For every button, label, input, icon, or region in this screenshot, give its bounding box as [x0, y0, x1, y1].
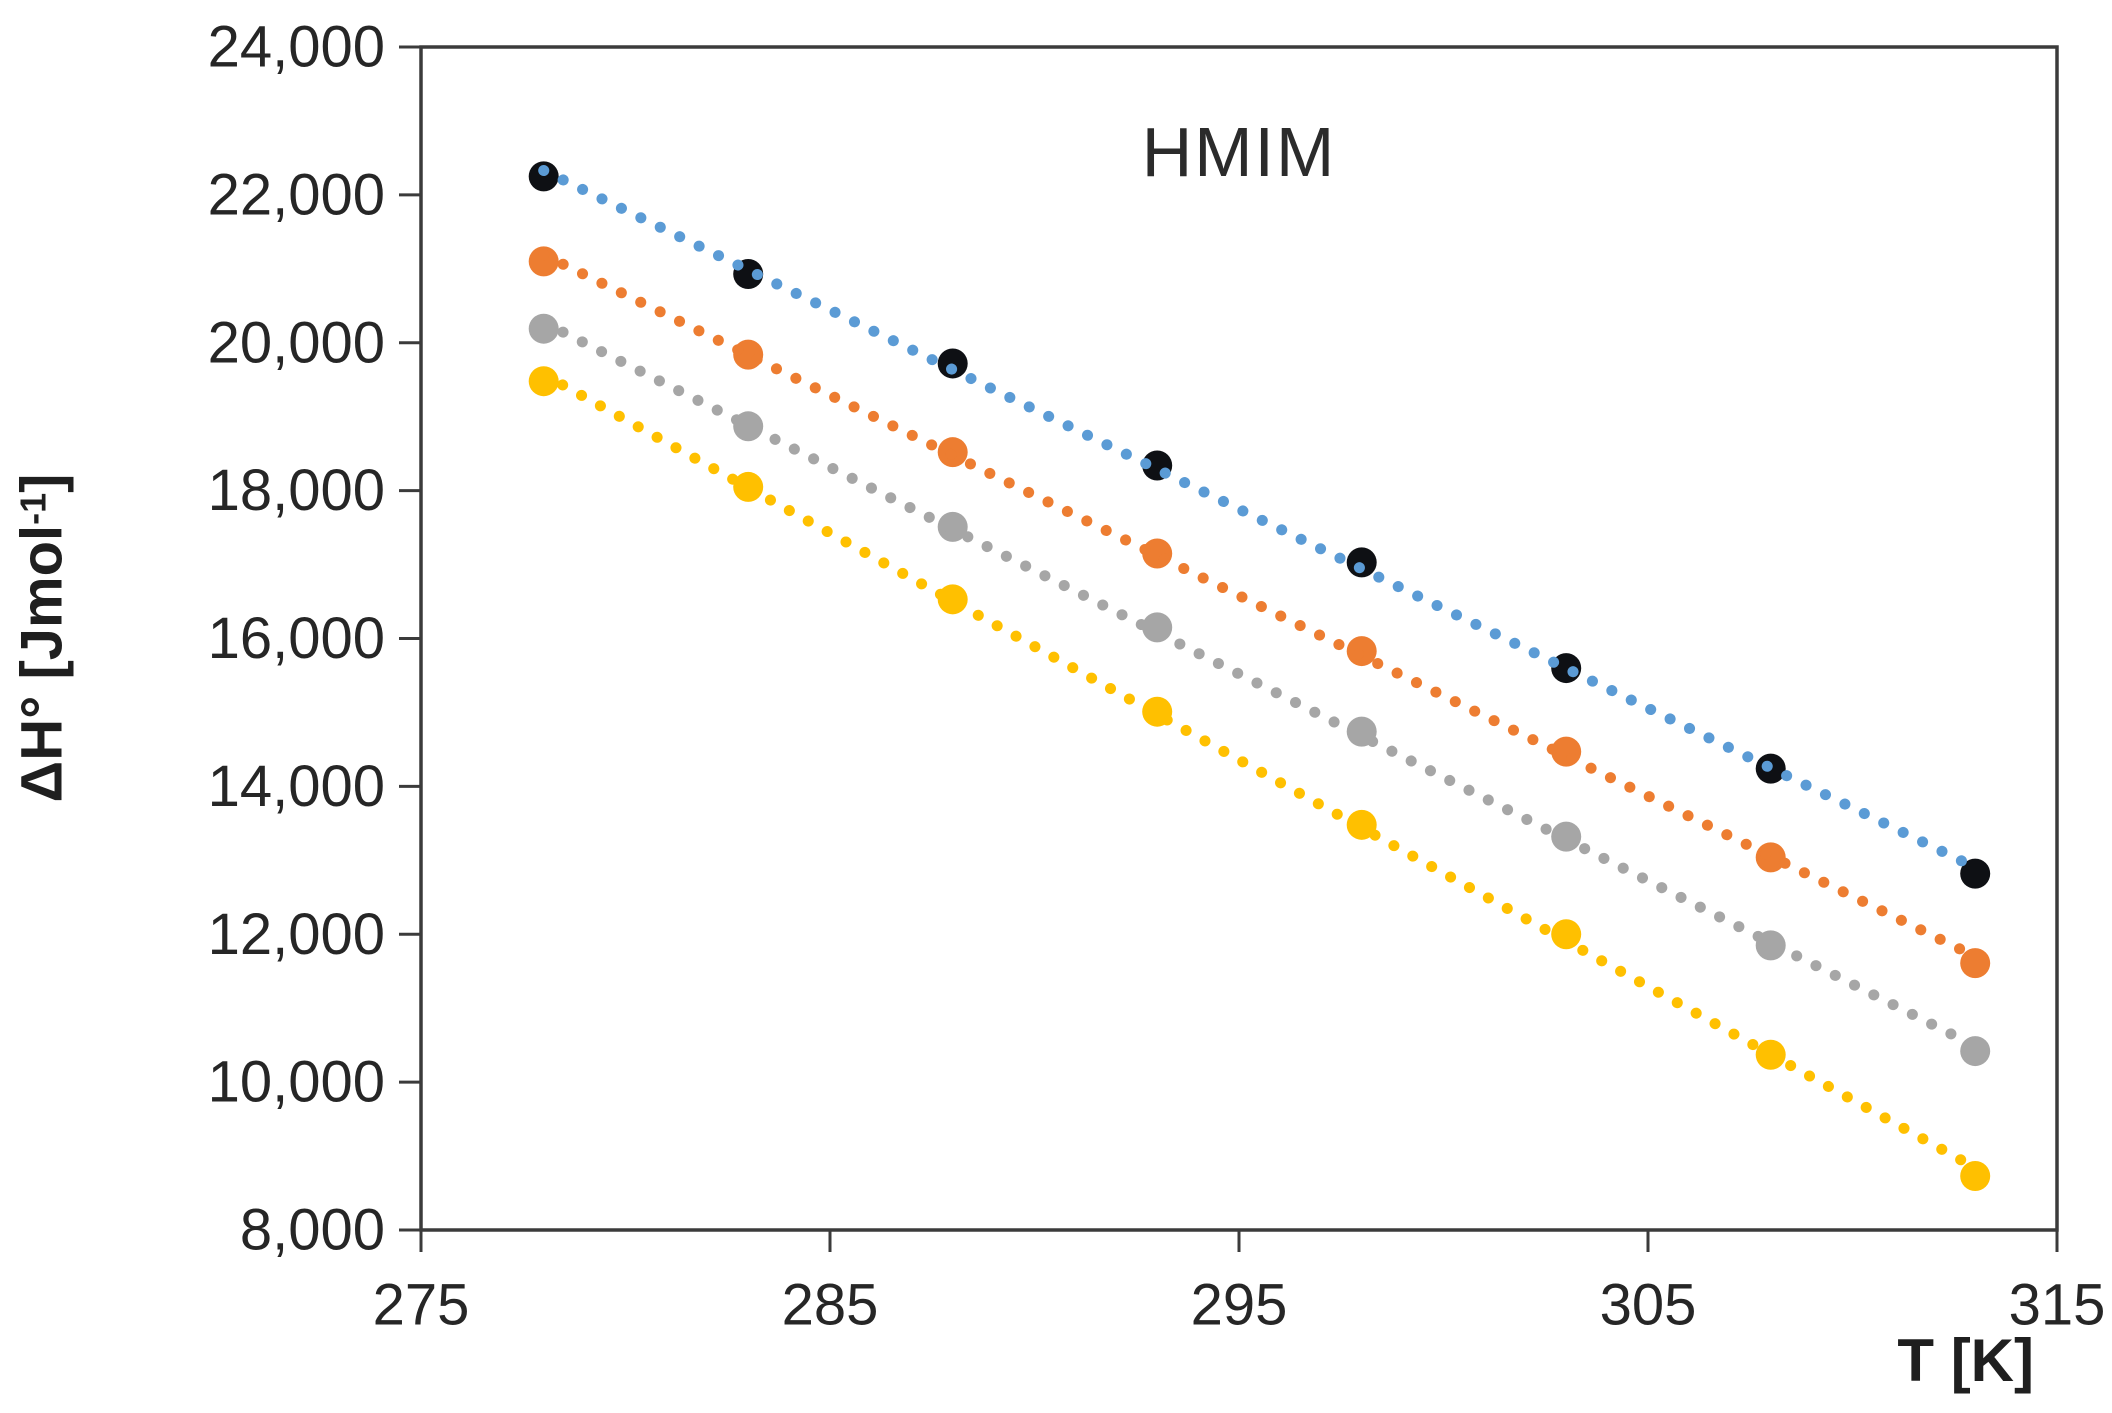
- y-axis-title: ΔH° [Jmol-1]: [9, 474, 76, 803]
- y-axis-title-bracket: ]: [9, 473, 75, 493]
- x-tick-label: 285: [782, 1273, 879, 1338]
- series-yellow-point: [1960, 1161, 1991, 1192]
- series-orange-point: [528, 246, 559, 277]
- series-black-point: [1346, 547, 1377, 578]
- x-tick-label: 305: [1600, 1273, 1697, 1338]
- plot-border: [419, 45, 2059, 1232]
- series-gray-point: [1960, 1036, 1991, 1067]
- x-tick-label: 295: [1191, 1273, 1288, 1338]
- series-yellow-point: [528, 366, 559, 397]
- x-tick-label: 315: [2009, 1273, 2106, 1338]
- series-orange-trendline: [538, 249, 1981, 962]
- series-orange-point: [1755, 842, 1786, 873]
- chart-title: HMIM: [1141, 113, 1337, 191]
- y-tick-label: 12,000: [208, 902, 385, 967]
- y-tick-label: 24,000: [208, 15, 385, 80]
- series-gray-trendline: [538, 316, 1981, 1052]
- series-black-point: [1960, 858, 1991, 889]
- y-tick-label: 14,000: [208, 754, 385, 819]
- y-tick-label: 22,000: [208, 162, 385, 227]
- y-tick-label: 10,000: [208, 1050, 385, 1115]
- series-yellow-point: [1346, 809, 1377, 840]
- series-yellow-trendline: [538, 368, 1981, 1174]
- series-gray-point: [528, 313, 559, 344]
- y-tick-label: 16,000: [208, 606, 385, 671]
- y-axis-title-text: ΔH° [Jmol: [9, 524, 75, 803]
- y-tick-label: 8,000: [240, 1198, 385, 1263]
- x-axis-title: T [K]: [1897, 1327, 2034, 1394]
- y-tick-label: 20,000: [208, 310, 385, 375]
- series-black-point: [528, 161, 559, 192]
- series-orange-point: [1960, 948, 1991, 979]
- series-black-trendline: [538, 164, 1981, 874]
- series-black-point: [937, 348, 968, 379]
- y-tick-label: 18,000: [208, 458, 385, 523]
- y-axis-title-superscript: -1: [12, 492, 54, 525]
- x-tick-label: 275: [373, 1273, 470, 1338]
- series-yellow-point: [1551, 919, 1582, 950]
